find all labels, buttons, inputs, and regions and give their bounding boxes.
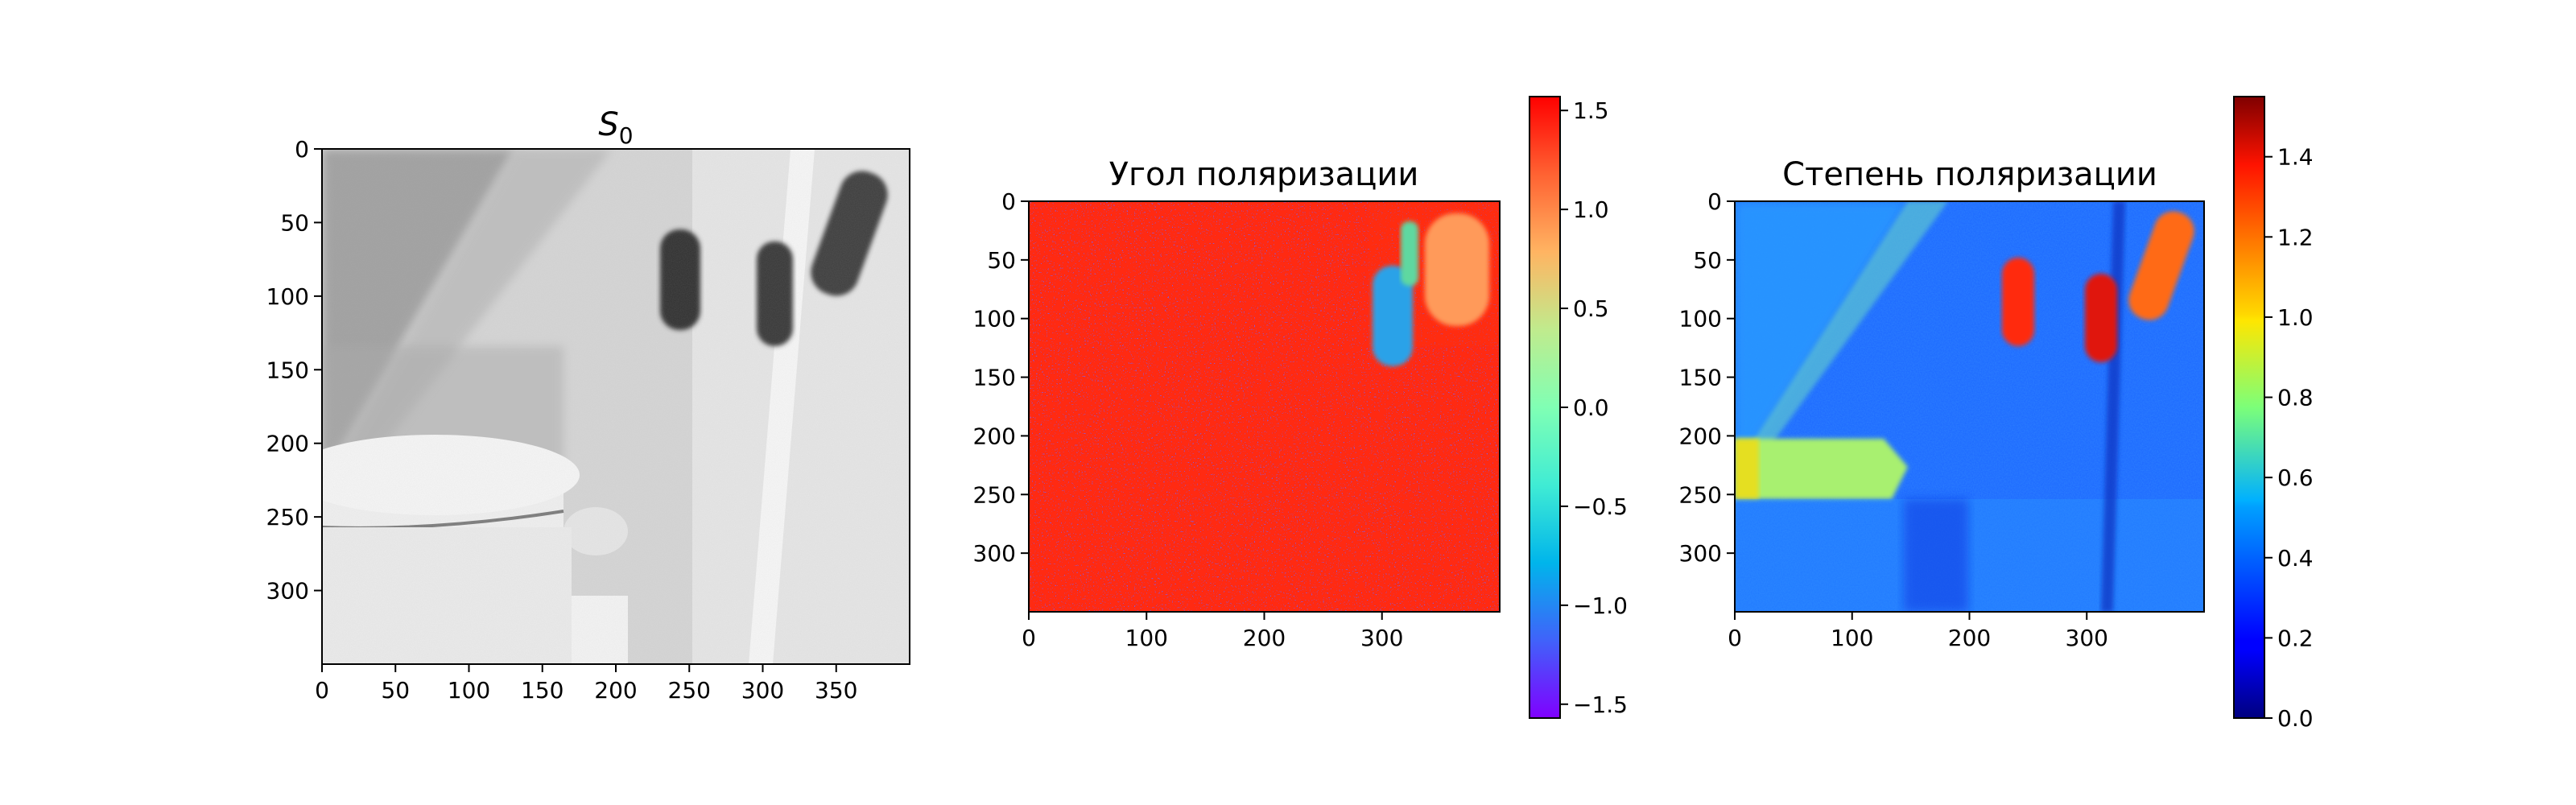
degree-title: Степень поляризации [1782,156,2157,193]
x-tick-label: 300 [2066,625,2108,651]
angle-axes: 0 100 200 300 0 50 100 150 200 250 300 [973,188,1404,651]
y-tick-label: 50 [280,209,309,236]
y-tick-label: 250 [973,481,1016,508]
s0-image [322,149,910,664]
y-tick-label: 50 [987,247,1016,274]
colorbar-tick-label: 0.5 [1573,295,1609,322]
colorbar-tick-label: 0.0 [1573,394,1609,421]
x-tick-label: 0 [1022,625,1036,651]
degree-colorbar [2233,96,2265,719]
colorbar-tick-label: 1.4 [2277,144,2314,171]
panel-angle: 0 100 200 300 0 50 100 150 200 250 300 Угол поляри… [973,96,1628,719]
y-tick-label: 150 [1679,365,1722,391]
y-tick-label: 100 [1679,306,1722,332]
degree-image [1735,201,2204,612]
y-tick-label: 0 [295,136,309,163]
angle-title: Угол поляризации [1109,156,1419,193]
colorbar-tick-label: 0.0 [2277,705,2314,732]
colorbar-tick-label: −1.5 [1573,691,1628,718]
y-tick-label: 200 [1679,423,1722,449]
colorbar-tick-label: −1.0 [1573,592,1628,619]
panel-degree: 0 100 200 300 0 50 100 150 200 250 300 Степень пол… [1679,96,2314,732]
panel-s0: 0 50 100 150 200 250 300 350050100150200250300 … [266,106,910,704]
colorbar-tick-label: 0.6 [2277,464,2314,491]
y-tick-label: 150 [266,357,309,383]
colorbar-tick-label: −0.5 [1573,493,1628,520]
x-tick-label: 350 [815,677,857,704]
degree-axes: 0 100 200 300 0 50 100 150 200 250 300 [1679,188,2108,651]
x-tick-label: 100 [1831,625,1873,651]
y-tick-label: 200 [973,423,1016,449]
x-tick-label: 250 [668,677,711,704]
colorbar-tick-label: 0.8 [2277,385,2314,411]
y-tick-label: 50 [1693,247,1722,274]
x-tick-label: 200 [594,677,637,704]
y-tick-label: 200 [266,431,309,457]
colorbar-tick-label: 0.2 [2277,625,2314,651]
x-tick-label: 300 [1360,625,1403,651]
y-tick-label: 300 [973,540,1016,567]
colorbar-tick-label: 1.2 [2277,224,2314,250]
x-tick-label: 0 [315,677,329,704]
y-tick-label: 0 [1707,188,1722,215]
colorbar-tick-label: 1.5 [1573,97,1609,124]
angle-colorbar-ticks: −1.5 −1.0 −0.5 0.0 0.5 1.0 1.5 [1560,97,1628,718]
x-tick-label: 100 [1125,625,1168,651]
y-tick-label: 300 [266,578,309,605]
angle-image [1029,201,1500,612]
x-tick-label: 300 [741,677,784,704]
x-tick-label: 100 [448,677,490,704]
y-tick-label: 0 [1001,188,1016,215]
x-tick-label: 50 [381,677,410,704]
y-tick-label: 300 [1679,540,1722,567]
colorbar-tick-label: 0.4 [2277,545,2314,572]
x-tick-label: 150 [521,677,564,704]
y-tick-label: 100 [973,306,1016,332]
colorbar-tick-label: 1.0 [2277,304,2314,331]
y-tick-label: 150 [973,365,1016,391]
s0-title: S0 [598,106,633,149]
y-tick-label: 250 [1679,481,1722,508]
x-tick-label: 200 [1243,625,1286,651]
y-tick-label: 250 [266,504,309,530]
degree-colorbar-ticks: 0.0 0.2 0.4 0.6 0.8 1.0 1.2 1.4 [2264,144,2314,732]
s0-axes: 0 50 100 150 200 250 300 350 0 50 100 150 200 250 300 [266,136,858,704]
x-tick-label: 200 [1948,625,1991,651]
y-tick-label: 100 [266,283,309,310]
colorbar-tick-label: 1.0 [1573,196,1609,223]
x-tick-label: 0 [1728,625,1742,651]
angle-colorbar [1529,96,1561,719]
